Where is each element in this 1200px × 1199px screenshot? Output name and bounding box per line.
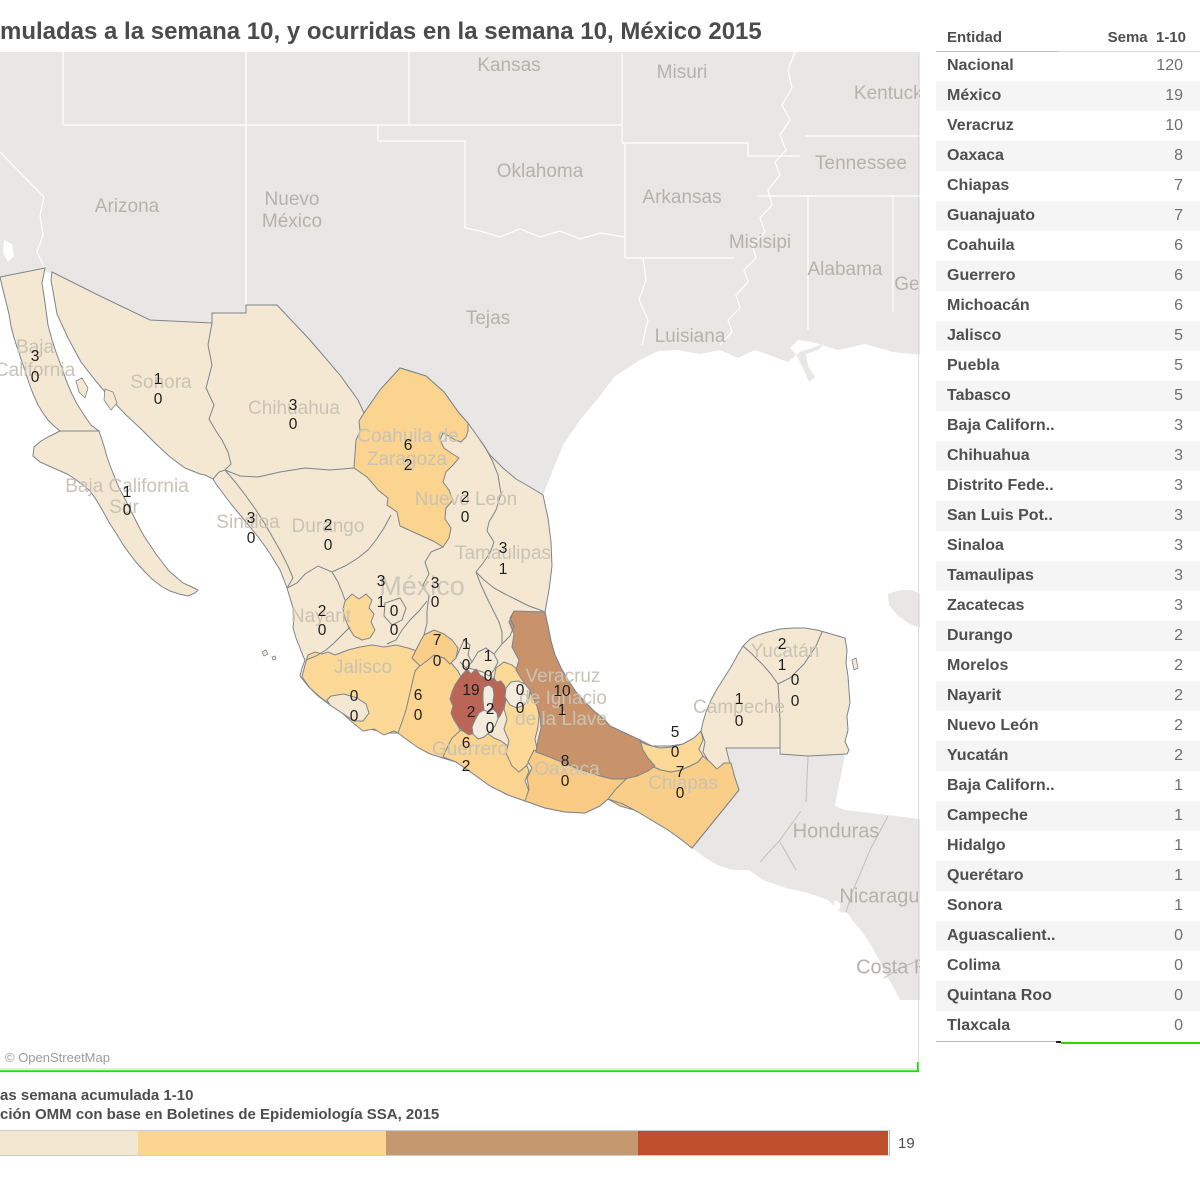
svg-text:2: 2 [462, 758, 471, 775]
svg-text:Nuevo: Nuevo [265, 189, 320, 210]
svg-text:0: 0 [462, 657, 471, 674]
svg-text:2: 2 [467, 704, 476, 721]
svg-text:Baja California: Baja California [65, 476, 189, 497]
svg-text:0: 0 [671, 744, 680, 761]
svg-text:0: 0 [676, 785, 685, 802]
svg-text:Arizona: Arizona [95, 196, 160, 217]
svg-text:3: 3 [31, 348, 40, 365]
svg-text:Jalisco: Jalisco [334, 657, 392, 678]
svg-text:Nayarit: Nayarit [291, 606, 352, 627]
svg-text:0: 0 [486, 720, 495, 737]
svg-text:Arkansas: Arkansas [642, 187, 721, 208]
svg-text:0: 0 [318, 622, 327, 639]
svg-text:de Ignacio: de Ignacio [519, 688, 607, 709]
svg-text:México: México [262, 211, 322, 232]
svg-text:8: 8 [561, 753, 570, 770]
svg-text:Sonora: Sonora [130, 372, 192, 393]
svg-text:0: 0 [431, 594, 440, 611]
svg-text:Chiapas: Chiapas [648, 773, 718, 794]
svg-text:Honduras: Honduras [793, 820, 880, 842]
svg-text:Tejas: Tejas [466, 308, 510, 329]
svg-text:2: 2 [778, 636, 787, 653]
svg-text:Baja: Baja [16, 337, 54, 358]
svg-text:1: 1 [462, 636, 471, 653]
svg-text:Zaragoza: Zaragoza [367, 449, 448, 470]
svg-text:3: 3 [247, 510, 256, 527]
svg-text:de la Llave: de la Llave [515, 709, 607, 730]
svg-text:0: 0 [414, 707, 423, 724]
svg-text:1: 1 [778, 657, 787, 674]
svg-text:6: 6 [404, 437, 413, 454]
svg-text:2: 2 [461, 489, 470, 506]
svg-text:0: 0 [350, 688, 359, 705]
svg-text:Campeche: Campeche [693, 697, 785, 718]
svg-text:Guerrero: Guerrero [432, 739, 508, 760]
svg-text:3: 3 [289, 397, 298, 414]
svg-text:0: 0 [324, 537, 333, 554]
svg-text:Kansas: Kansas [477, 55, 540, 76]
svg-text:0: 0 [350, 708, 359, 725]
svg-text:3: 3 [499, 540, 508, 557]
svg-text:0: 0 [516, 682, 525, 699]
svg-text:0: 0 [247, 530, 256, 547]
svg-text:Veracruz: Veracruz [526, 666, 601, 687]
svg-text:Sur: Sur [109, 497, 139, 518]
svg-text:Misisipi: Misisipi [729, 232, 791, 253]
svg-text:2: 2 [404, 457, 413, 474]
svg-text:0: 0 [390, 603, 399, 620]
svg-text:Nicaragua: Nicaragua [839, 885, 931, 907]
svg-text:Oaxaca: Oaxaca [534, 759, 600, 780]
svg-text:19: 19 [462, 682, 479, 699]
svg-text:1: 1 [484, 648, 493, 665]
svg-text:California: California [0, 360, 76, 381]
svg-text:0: 0 [484, 668, 493, 685]
svg-text:© OpenStreetMap: © OpenStreetMap [5, 1050, 110, 1065]
svg-text:Misuri: Misuri [657, 62, 708, 83]
svg-text:Tamaulipas: Tamaulipas [455, 543, 551, 564]
svg-text:0: 0 [433, 653, 442, 670]
svg-text:Luisiana: Luisiana [655, 326, 726, 347]
svg-text:2: 2 [486, 701, 495, 718]
svg-text:Nuevo León: Nuevo León [415, 489, 517, 510]
svg-text:1: 1 [123, 484, 132, 501]
svg-text:0: 0 [31, 369, 40, 386]
svg-text:Alabama: Alabama [808, 259, 883, 280]
svg-text:1: 1 [499, 561, 508, 578]
svg-text:0: 0 [561, 773, 570, 790]
svg-text:7: 7 [676, 764, 685, 781]
svg-text:Oklahoma: Oklahoma [497, 161, 584, 182]
svg-text:5: 5 [671, 724, 680, 741]
svg-text:0: 0 [390, 622, 399, 639]
svg-text:0: 0 [516, 700, 525, 717]
svg-text:2: 2 [318, 603, 327, 620]
svg-text:10: 10 [553, 683, 571, 700]
svg-text:6: 6 [462, 735, 471, 752]
svg-text:Yucatán: Yucatán [751, 641, 820, 662]
svg-text:Chihuahua: Chihuahua [248, 398, 340, 419]
svg-text:3: 3 [431, 575, 440, 592]
svg-text:0: 0 [123, 502, 132, 519]
svg-text:Kentucky: Kentucky [854, 83, 933, 104]
svg-text:1: 1 [558, 702, 567, 719]
svg-text:Durango: Durango [292, 516, 365, 537]
svg-text:7: 7 [433, 632, 442, 649]
svg-text:1: 1 [377, 594, 386, 611]
svg-text:6: 6 [414, 687, 423, 704]
svg-text:0: 0 [791, 693, 800, 710]
svg-text:0: 0 [461, 509, 470, 526]
svg-text:0: 0 [289, 416, 298, 433]
svg-text:Costa Rica: Costa Rica [856, 956, 955, 978]
svg-text:Georgia: Georgia [894, 274, 962, 295]
svg-text:0: 0 [154, 391, 163, 408]
svg-text:Tennessee: Tennessee [815, 153, 907, 174]
svg-text:Coahuila de: Coahuila de [357, 426, 458, 447]
svg-text:0: 0 [791, 672, 800, 689]
svg-text:2: 2 [324, 517, 333, 534]
svg-text:3: 3 [377, 573, 386, 590]
svg-text:México: México [379, 571, 465, 601]
svg-text:1: 1 [154, 371, 163, 388]
svg-text:0: 0 [735, 713, 744, 730]
svg-text:Sinaloa: Sinaloa [216, 512, 280, 533]
svg-text:1: 1 [735, 691, 744, 708]
